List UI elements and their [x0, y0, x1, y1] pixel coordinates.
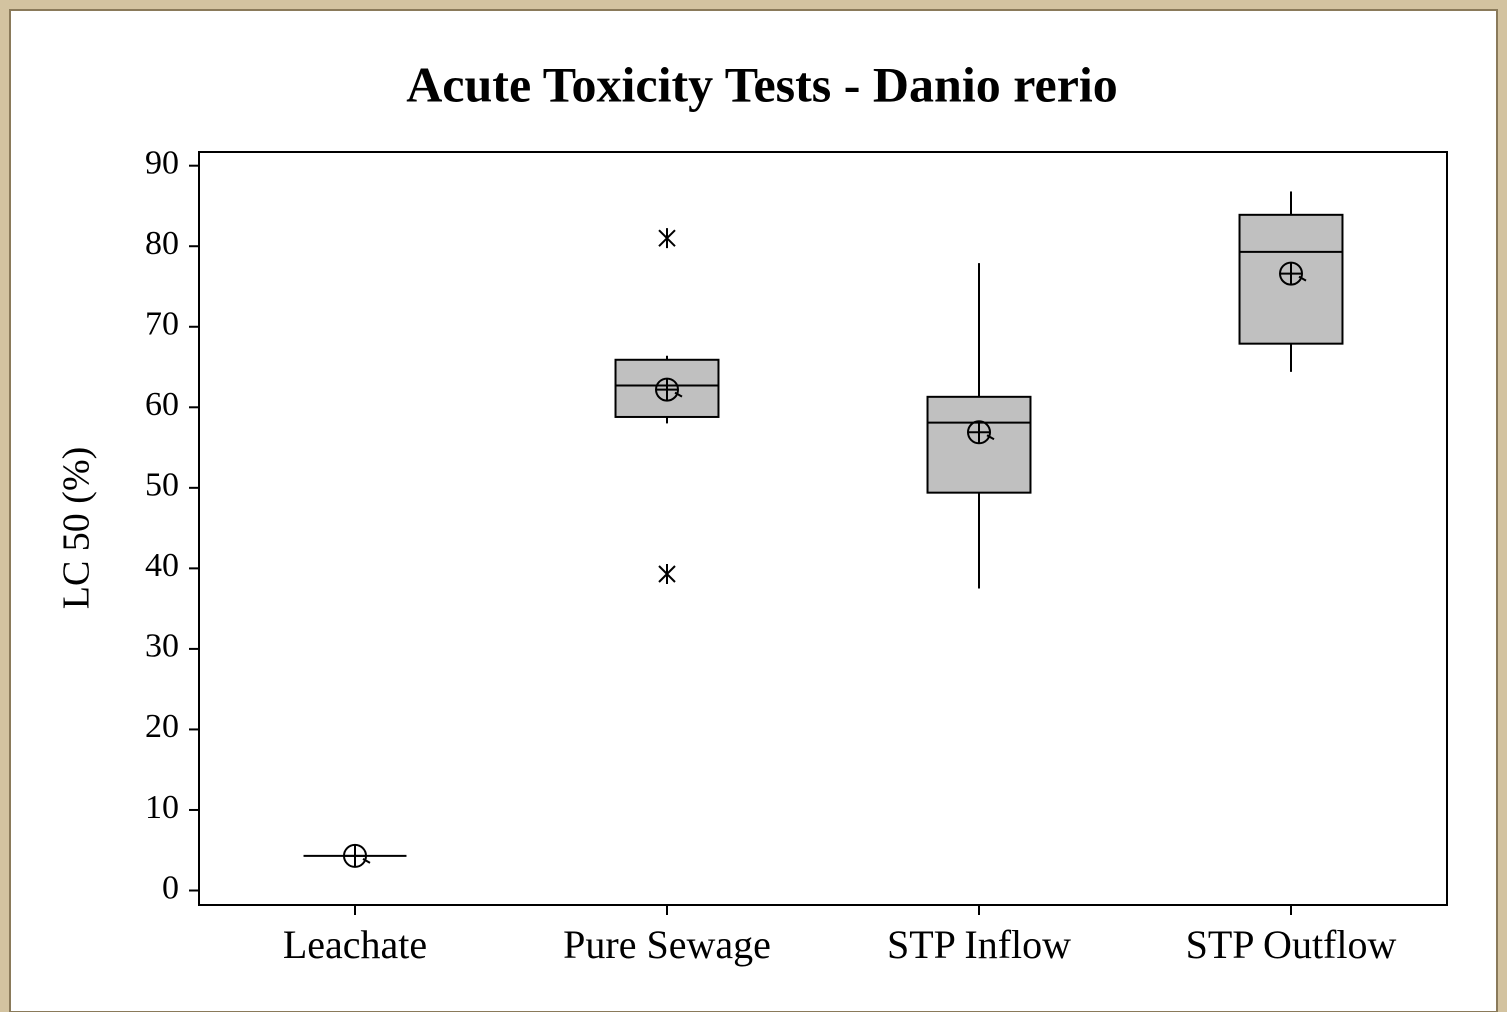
- y-tick-label: 10: [145, 789, 179, 826]
- y-tick-label: 50: [145, 467, 179, 504]
- y-tick-label: 70: [145, 306, 179, 343]
- y-axis-label: LC 50 (%): [56, 447, 98, 610]
- x-tick-label: STP Outflow: [1186, 922, 1397, 967]
- x-tick-label: Leachate: [283, 922, 427, 967]
- mean-cross: [1280, 262, 1307, 285]
- mean-cross: [968, 421, 995, 444]
- mean-cross: [344, 844, 371, 867]
- y-tick-label: 80: [145, 225, 179, 262]
- mean-symbol: [343, 843, 371, 868]
- outlier: [658, 564, 676, 585]
- mean-symbol: [967, 420, 995, 445]
- plot-frame: [198, 151, 1448, 906]
- y-tick-label: 60: [145, 386, 179, 423]
- mean-symbol: [1279, 261, 1307, 286]
- y-tick-label: 90: [145, 144, 179, 181]
- mean-cross: [656, 378, 683, 401]
- y-tick-label: 0: [162, 869, 179, 906]
- y-tick-label: 20: [145, 708, 179, 745]
- y-tick-label: 40: [145, 547, 179, 584]
- x-tick-label: STP Inflow: [887, 922, 1071, 967]
- x-tick-label: Pure Sewage: [563, 922, 771, 967]
- box: [926, 395, 1032, 494]
- mean-symbol: [655, 377, 683, 402]
- outlier: [658, 228, 676, 249]
- panel: [9, 9, 1498, 1012]
- chart-title: Acute Toxicity Tests - Danio rerio: [406, 56, 1118, 112]
- y-tick-label: 30: [145, 628, 179, 665]
